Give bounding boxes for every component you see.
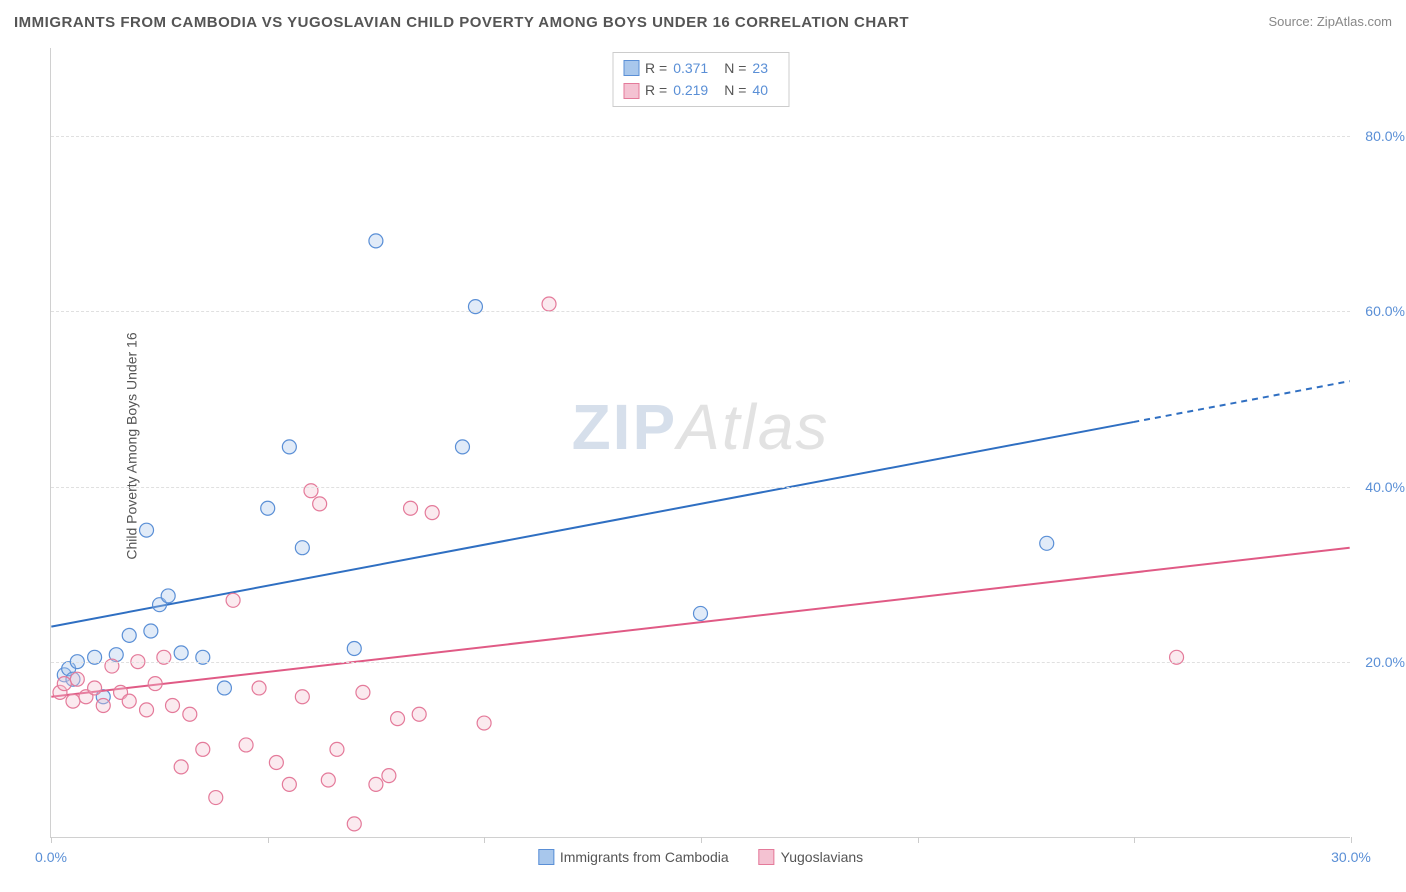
legend-item-yugoslavia: Yugoslavians (759, 849, 864, 865)
data-point-yugoslavia (122, 694, 136, 708)
data-point-yugoslavia (313, 497, 327, 511)
legend-label-yugoslavia: Yugoslavians (781, 849, 864, 865)
data-point-cambodia (261, 501, 275, 515)
data-point-yugoslavia (369, 777, 383, 791)
legend-stats-row-yugoslavia: R = 0.219 N = 40 (623, 79, 778, 101)
y-tick-label: 40.0% (1365, 479, 1405, 495)
legend-item-cambodia: Immigrants from Cambodia (538, 849, 729, 865)
gridline (51, 136, 1350, 137)
data-point-cambodia (140, 523, 154, 537)
legend-swatch-cambodia (623, 60, 639, 76)
x-tick-label: 30.0% (1331, 849, 1371, 865)
n-label: N = (724, 79, 746, 101)
gridline (51, 311, 1350, 312)
gridline (51, 662, 1350, 663)
legend-label-cambodia: Immigrants from Cambodia (560, 849, 729, 865)
data-point-yugoslavia (330, 742, 344, 756)
data-point-yugoslavia (148, 677, 162, 691)
data-point-yugoslavia (391, 712, 405, 726)
data-point-yugoslavia (166, 699, 180, 713)
data-point-yugoslavia (174, 760, 188, 774)
data-point-yugoslavia (239, 738, 253, 752)
data-point-yugoslavia (356, 685, 370, 699)
chart-title: IMMIGRANTS FROM CAMBODIA VS YUGOSLAVIAN … (14, 14, 909, 31)
data-point-yugoslavia (425, 506, 439, 520)
data-point-cambodia (174, 646, 188, 660)
x-tick (918, 837, 919, 843)
data-point-yugoslavia (140, 703, 154, 717)
data-point-cambodia (161, 589, 175, 603)
data-point-cambodia (369, 234, 383, 248)
x-tick (1351, 837, 1352, 843)
data-point-yugoslavia (209, 791, 223, 805)
data-point-cambodia (1040, 536, 1054, 550)
data-point-yugoslavia (96, 699, 110, 713)
legend-stats-row-cambodia: R = 0.371 N = 23 (623, 57, 778, 79)
n-value-yugoslavia: 40 (752, 79, 768, 101)
data-point-yugoslavia (542, 297, 556, 311)
chart-svg (51, 48, 1350, 837)
x-tick (51, 837, 52, 843)
legend-swatch-yugoslavia (623, 83, 639, 99)
data-point-yugoslavia (321, 773, 335, 787)
data-point-yugoslavia (105, 659, 119, 673)
data-point-yugoslavia (57, 677, 71, 691)
data-point-cambodia (694, 606, 708, 620)
x-tick (1134, 837, 1135, 843)
data-point-cambodia (455, 440, 469, 454)
x-tick (701, 837, 702, 843)
y-tick-label: 20.0% (1365, 654, 1405, 670)
y-tick-label: 80.0% (1365, 128, 1405, 144)
r-value-cambodia: 0.371 (673, 57, 708, 79)
data-point-yugoslavia (382, 769, 396, 783)
data-point-yugoslavia (404, 501, 418, 515)
data-point-yugoslavia (412, 707, 426, 721)
y-tick-label: 60.0% (1365, 303, 1405, 319)
data-point-yugoslavia (252, 681, 266, 695)
legend-swatch-yugoslavia (759, 849, 775, 865)
data-point-yugoslavia (269, 755, 283, 769)
legend-stats: R = 0.371 N = 23 R = 0.219 N = 40 (612, 52, 789, 107)
data-point-yugoslavia (66, 694, 80, 708)
data-point-cambodia (282, 440, 296, 454)
data-point-cambodia (122, 628, 136, 642)
data-point-cambodia (295, 541, 309, 555)
data-point-yugoslavia (88, 681, 102, 695)
plot-area: ZIPAtlas R = 0.371 N = 23 R = 0.219 N = … (50, 48, 1350, 838)
n-value-cambodia: 23 (752, 57, 768, 79)
x-tick (268, 837, 269, 843)
data-point-yugoslavia (196, 742, 210, 756)
gridline (51, 487, 1350, 488)
data-point-cambodia (347, 642, 361, 656)
x-tick (484, 837, 485, 843)
source-label: Source: ZipAtlas.com (1268, 14, 1392, 29)
r-label: R = (645, 57, 667, 79)
data-point-yugoslavia (477, 716, 491, 730)
legend-series: Immigrants from Cambodia Yugoslavians (538, 849, 863, 865)
data-point-yugoslavia (183, 707, 197, 721)
data-point-yugoslavia (282, 777, 296, 791)
data-point-yugoslavia (295, 690, 309, 704)
n-label: N = (724, 57, 746, 79)
trend-line-yugoslavia (51, 548, 1349, 697)
trend-line-dashed-cambodia (1133, 381, 1349, 422)
r-label: R = (645, 79, 667, 101)
data-point-yugoslavia (304, 484, 318, 498)
data-point-yugoslavia (70, 672, 84, 686)
data-point-cambodia (144, 624, 158, 638)
data-point-yugoslavia (347, 817, 361, 831)
trend-line-cambodia (51, 422, 1133, 627)
data-point-cambodia (217, 681, 231, 695)
r-value-yugoslavia: 0.219 (673, 79, 708, 101)
x-tick-label: 0.0% (35, 849, 67, 865)
legend-swatch-cambodia (538, 849, 554, 865)
data-point-yugoslavia (226, 593, 240, 607)
